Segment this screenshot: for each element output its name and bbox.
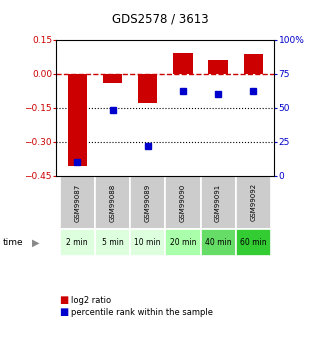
Text: GSM99088: GSM99088 [109, 183, 116, 221]
Text: GSM99092: GSM99092 [250, 183, 256, 221]
Text: GDS2578 / 3613: GDS2578 / 3613 [112, 13, 209, 26]
Text: percentile rank within the sample: percentile rank within the sample [71, 308, 213, 317]
Text: GSM99087: GSM99087 [74, 183, 80, 221]
Text: GSM99089: GSM99089 [145, 183, 151, 221]
Bar [60, 176, 95, 229]
Bar [95, 229, 130, 256]
Text: 20 min: 20 min [170, 238, 196, 247]
Text: 60 min: 60 min [240, 238, 267, 247]
Text: ■: ■ [59, 307, 69, 317]
Bar [165, 229, 201, 256]
Bar [130, 229, 165, 256]
Bar [244, 55, 263, 74]
Text: 40 min: 40 min [205, 238, 231, 247]
Text: ▶: ▶ [32, 237, 39, 247]
Bar [201, 229, 236, 256]
Bar [103, 74, 122, 83]
Text: 5 min: 5 min [102, 238, 123, 247]
Text: log2 ratio: log2 ratio [71, 296, 111, 305]
Bar [60, 229, 95, 256]
Bar [236, 176, 271, 229]
Text: GSM99090: GSM99090 [180, 183, 186, 221]
Bar [138, 74, 157, 103]
Bar [68, 74, 87, 166]
Text: 2 min: 2 min [66, 238, 88, 247]
Bar [236, 229, 271, 256]
Bar [173, 53, 193, 74]
Bar [201, 176, 236, 229]
Text: 10 min: 10 min [134, 238, 161, 247]
Bar [130, 176, 165, 229]
Text: ■: ■ [59, 295, 69, 305]
Bar [165, 176, 201, 229]
Text: GSM99091: GSM99091 [215, 183, 221, 221]
Bar [208, 60, 228, 74]
Bar [95, 176, 130, 229]
Text: time: time [3, 238, 24, 247]
